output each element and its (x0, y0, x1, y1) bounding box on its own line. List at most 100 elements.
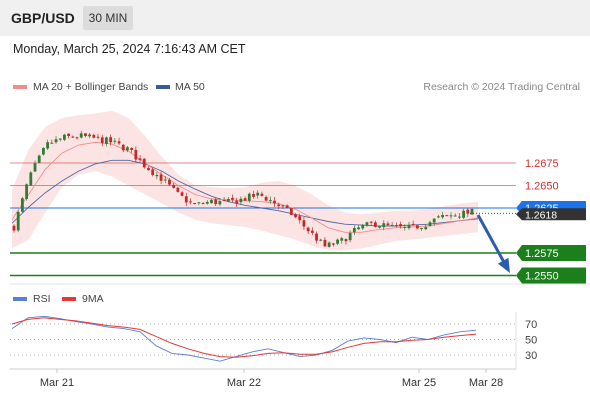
candle-body (445, 215, 449, 217)
candle-body (252, 193, 255, 197)
candle-body (189, 201, 192, 203)
candle-body (54, 139, 58, 143)
candle-body (176, 187, 180, 192)
candle-body (130, 148, 134, 150)
rsi-ma-legend-label: 9MA (82, 293, 104, 305)
candle-body (21, 198, 24, 212)
rsi-legend-swatch (13, 297, 27, 301)
candle-body (16, 211, 20, 231)
ma20-legend-swatch (13, 85, 27, 89)
candle-body (50, 142, 54, 144)
rsi-tick-label: 30 (525, 350, 537, 362)
candle-body (138, 158, 142, 160)
candle-body (390, 224, 394, 227)
candle-body (184, 196, 188, 203)
candle-body (365, 222, 369, 226)
candle-body (92, 134, 96, 138)
candle-body (298, 216, 302, 221)
candle-body (281, 205, 285, 207)
candle-body (428, 222, 432, 227)
candle-body (197, 202, 201, 204)
candle-body (147, 168, 150, 171)
candle-body (310, 230, 314, 233)
chart-datetime: Monday, March 25, 2024 7:16:43 AM CET (13, 42, 246, 56)
resistance-label: 1.2675 (525, 158, 559, 170)
candle-body (42, 148, 45, 155)
rsi-ma-line (11, 317, 477, 358)
candle-body (470, 208, 474, 215)
timeframe-button[interactable]: 30 MIN (83, 6, 133, 30)
candle-body (100, 137, 104, 144)
candle-body (58, 138, 62, 140)
candle-body (306, 227, 310, 232)
candle-body (210, 199, 213, 204)
forecast-arrow-shaft (476, 214, 510, 271)
candle-body (260, 193, 264, 196)
candle-body (214, 199, 218, 205)
candle-body (357, 227, 360, 230)
candle-body (239, 198, 243, 203)
candle-body (218, 201, 222, 205)
candle-body (336, 239, 339, 244)
support-label: 1.2575 (525, 248, 559, 260)
header-bar: GBP/USD 30 MIN (0, 0, 590, 36)
x-axis-label: Mar 22 (227, 377, 261, 389)
support-label-box (516, 245, 586, 261)
candle-body (449, 215, 453, 217)
current-price-box (516, 208, 586, 221)
candle-body (33, 163, 37, 172)
candle-body (231, 197, 234, 200)
candle-body (84, 133, 87, 137)
candle-body (193, 203, 197, 205)
candle-body (273, 200, 276, 204)
candle-body (302, 220, 306, 227)
rsi-line (11, 315, 477, 362)
x-axis-label: Mar 21 (40, 377, 74, 389)
candle-body (88, 134, 92, 137)
candle-body (424, 227, 428, 230)
credit-label: Research © 2024 Trading Central (423, 81, 580, 93)
candle-body (226, 198, 230, 202)
x-axis-label: Mar 28 (469, 377, 503, 389)
rsi-tick-label: 50 (525, 335, 537, 347)
candle-body (256, 192, 260, 196)
rsi-ma-legend-swatch (62, 297, 76, 301)
candle-body (222, 199, 226, 201)
ma50-legend-label: MA 50 (175, 81, 205, 93)
candle-body (344, 239, 348, 242)
candle-body (235, 200, 239, 204)
candle-body (268, 200, 272, 202)
candle-body (407, 224, 411, 229)
candle-body (399, 224, 402, 227)
candle-body (29, 172, 33, 186)
candle-body (382, 223, 386, 228)
candle-body (411, 223, 415, 225)
x-axis-label: Mar 25 (402, 377, 436, 389)
candle-body (277, 204, 281, 207)
candle-body (340, 238, 344, 241)
candle-body (201, 203, 205, 205)
candle-body (155, 174, 159, 177)
candle-body (378, 226, 381, 228)
candle-body (264, 196, 268, 201)
candle-body (142, 158, 146, 168)
candle-body (327, 242, 331, 248)
current-price-label: 1.2618 (525, 209, 557, 221)
candle-body (289, 207, 293, 215)
candle-body (105, 137, 108, 144)
x-axis: Mar 21 Mar 22 Mar 25 Mar 28 (40, 369, 503, 389)
candle-body (109, 137, 113, 143)
candle-body (134, 149, 138, 160)
rsi-legend-label: RSI (33, 293, 51, 305)
candle-body (432, 218, 436, 223)
candle-body (369, 221, 373, 223)
candle-body (394, 225, 398, 227)
candle-body (243, 198, 247, 201)
candle-body (163, 179, 167, 181)
candle-body (348, 232, 352, 241)
candle-body (247, 193, 251, 201)
candle-body (168, 179, 171, 185)
ma20-legend-label: MA 20 + Bollinger Bands (33, 81, 148, 93)
rsi-grid-layer: 70 50 30 (10, 319, 537, 362)
forecast-arrow-head (497, 257, 510, 274)
